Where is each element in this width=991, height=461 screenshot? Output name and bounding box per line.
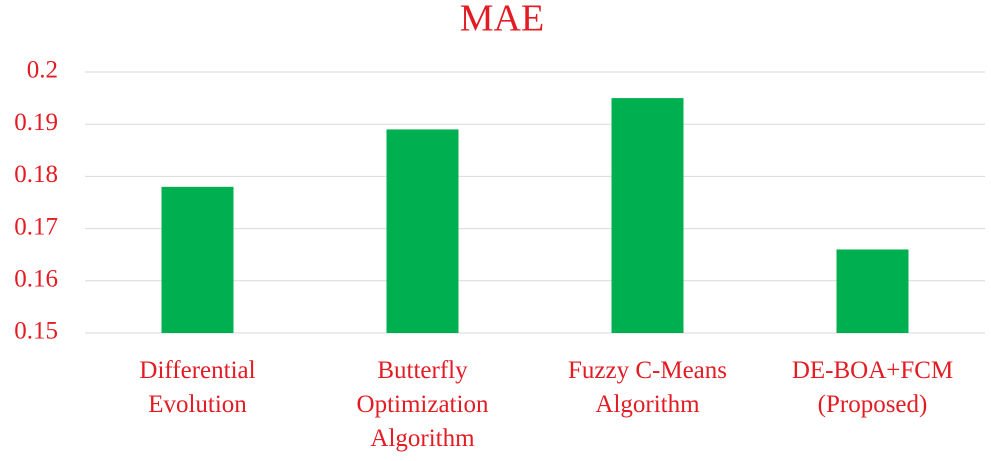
y-tick-label: 0.19	[14, 109, 58, 136]
y-tick-label: 0.15	[14, 318, 58, 345]
x-tick-label: Fuzzy C-Means Algorithm	[568, 357, 727, 418]
y-tick-label: 0.18	[14, 161, 58, 188]
x-tick-label: Differential Evolution	[139, 357, 256, 418]
y-tick-label: 0.2	[27, 57, 58, 84]
bar	[386, 129, 459, 333]
x-tick-label: Butterfly Optimization Algorithm	[356, 357, 489, 452]
bar	[836, 249, 909, 333]
bar	[161, 186, 234, 333]
y-tick-label: 0.16	[14, 266, 58, 293]
y-tick-label: 0.17	[14, 213, 58, 240]
bar	[611, 98, 684, 333]
chart-title: MAE	[460, 0, 544, 40]
x-tick-label: DE-BOA+FCM (Proposed)	[791, 357, 954, 418]
